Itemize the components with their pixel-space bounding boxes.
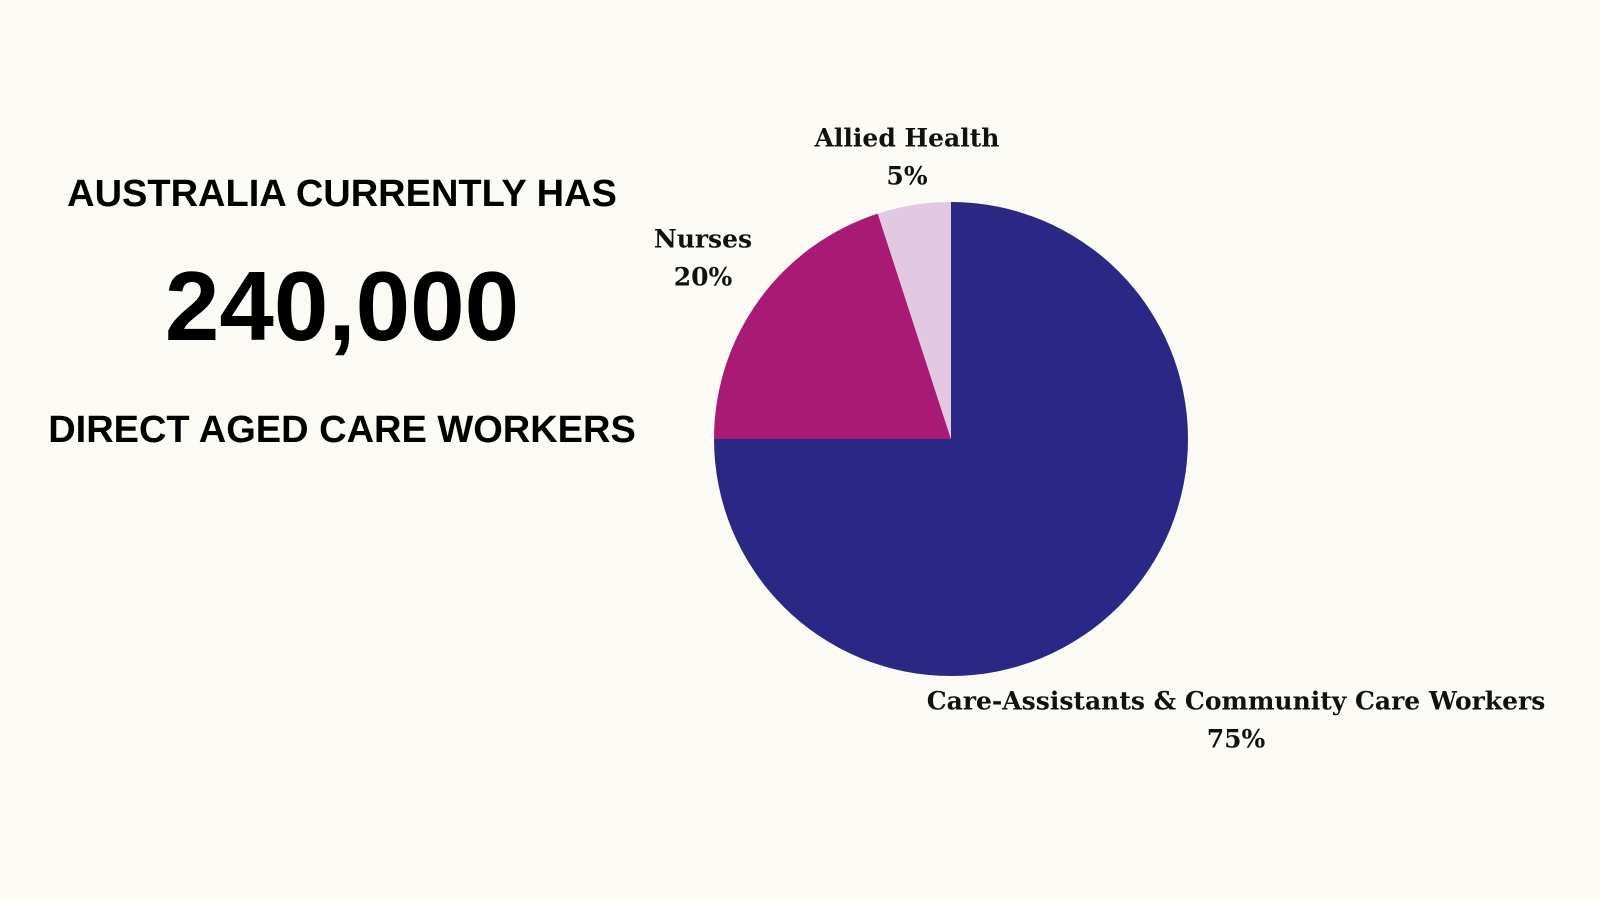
slice-value-label: 75% xyxy=(1207,725,1266,754)
pie-slice xyxy=(714,213,951,439)
pie-chart: Care-Assistants & Community Care Workers… xyxy=(654,124,1545,754)
slice-label: Care-Assistants & Community Care Workers xyxy=(927,687,1546,716)
slice-label: Allied Health xyxy=(814,124,1000,153)
headline-number: 240,000 xyxy=(165,251,519,361)
pie-slice xyxy=(877,202,951,439)
slice-value-label: 5% xyxy=(886,162,927,191)
slice-value-label: 20% xyxy=(674,263,733,292)
headline-top: AUSTRALIA CURRENTLY HAS xyxy=(67,173,617,215)
slice-label: Nurses xyxy=(654,225,752,254)
headline-bottom: DIRECT AGED CARE WORKERS xyxy=(48,409,636,451)
